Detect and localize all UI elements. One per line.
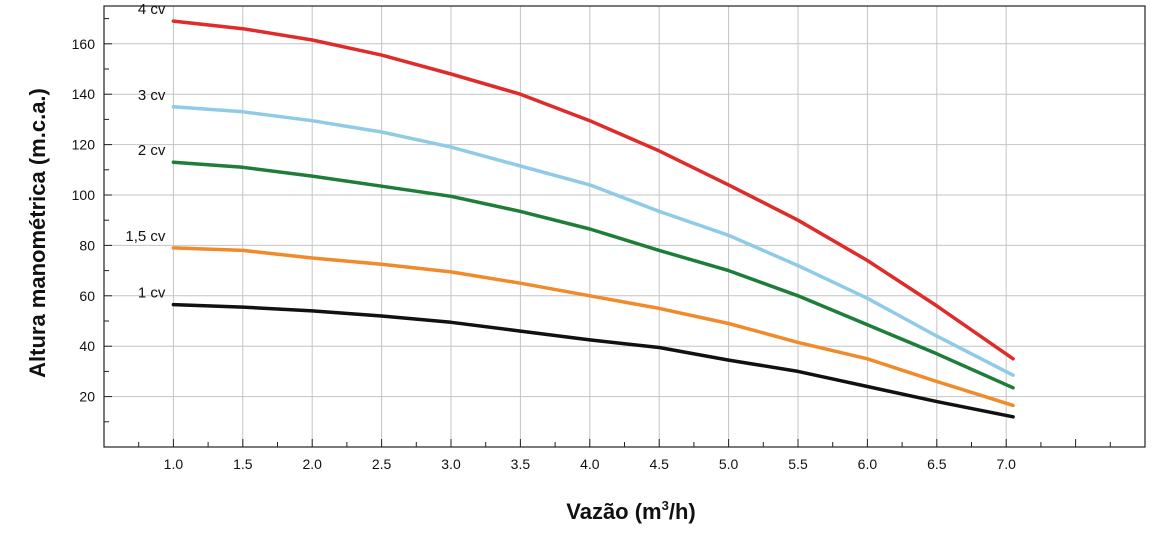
series-labels: 4 cv 3 cv 2 cv 1,5 cv 1 cv [125, 1, 166, 302]
x-axis-title: Vazão (m3/h) [566, 498, 696, 524]
series-label: 3 cv [138, 87, 166, 104]
x-tick-label: 7.0 [996, 456, 1016, 472]
series-line [171, 105, 1015, 377]
plot-frame [103, 5, 1146, 448]
x-tick-label: 2.5 [372, 456, 392, 472]
x-tick-label: 4.5 [649, 456, 669, 472]
y-tick-label: 140 [72, 86, 96, 102]
series-label: 4 cv [138, 1, 166, 18]
grid [104, 6, 1145, 447]
x-tick-label: 2.0 [302, 456, 322, 472]
x-tick-label: 3.5 [511, 456, 531, 472]
series-line [171, 160, 1015, 390]
y-tick-label: 120 [72, 137, 96, 153]
y-tick-label: 100 [72, 187, 96, 203]
x-tick-label: 4.0 [580, 456, 600, 472]
y-tick-label: 40 [79, 338, 95, 354]
x-tick-label: 1.0 [164, 456, 184, 472]
series-line [171, 246, 1015, 408]
x-tick-label: 6.5 [927, 456, 947, 472]
y-tick-label: 20 [79, 389, 95, 405]
x-tick-label: 6.0 [858, 456, 878, 472]
y-axis-title: Altura manométrica (m.c.a.) [25, 88, 50, 378]
x-tick-label: 3.0 [441, 456, 461, 472]
y-tick-label: 60 [79, 288, 95, 304]
ticks: 1.0 1.5 2.0 2.5 3.0 3.5 4.0 4.5 5.0 5.5 6.0 6.5 7.0 2… [72, 18, 1111, 472]
y-tick-label: 80 [79, 237, 95, 253]
series-line [171, 19, 1015, 361]
series-line [171, 302, 1015, 419]
x-tick-label: 5.5 [788, 456, 808, 472]
series-label: 2 cv [138, 142, 166, 159]
x-tick-label: 1.5 [233, 456, 253, 472]
x-tick-label: 5.0 [719, 456, 739, 472]
series-label: 1 cv [138, 285, 166, 302]
y-tick-label: 160 [72, 36, 96, 52]
series-label: 1,5 cv [125, 228, 166, 245]
series-lines [171, 19, 1015, 419]
